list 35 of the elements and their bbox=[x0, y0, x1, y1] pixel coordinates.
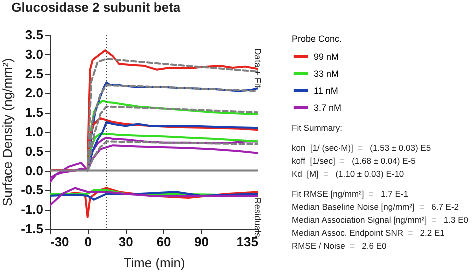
legend-label: 11 nM bbox=[314, 86, 338, 96]
x-tick-label: 90 bbox=[194, 234, 210, 250]
y-tick-label: -1.5 bbox=[21, 222, 44, 236]
y-axis-title: Surface Density (ng/mm²) bbox=[0, 58, 16, 207]
legend-title: Probe Conc. bbox=[292, 34, 342, 44]
y-tick-label: -0.5 bbox=[21, 182, 44, 198]
legend-label: 33 nM bbox=[314, 69, 340, 79]
y-tick-label: 2.0 bbox=[25, 86, 44, 101]
x-axis-title: Time (min) bbox=[124, 256, 186, 270]
text: kon [1/ (sec·M)] = (1.53 ± 0.03) E5 bbox=[292, 142, 432, 155]
y-tick-label: 0.0 bbox=[25, 163, 44, 178]
text: Median Assoc. Endpoint SNR = 2.2 E1 bbox=[292, 227, 446, 240]
text: koff [1/sec] = (1.68 ± 0.04) E-5 bbox=[292, 155, 417, 168]
y-tick-label: 0.5 bbox=[25, 144, 44, 159]
annotation: Residuals bbox=[253, 198, 263, 238]
text: Fit Summary: bbox=[292, 122, 344, 135]
text: Kd [M] = (1.10 ± 0.03) E-10 bbox=[292, 168, 406, 181]
y-tick-label: 1.0 bbox=[25, 124, 44, 140]
y-tick-label: 2.5 bbox=[25, 66, 44, 82]
text: Fit RMSE [ng/mm²] = 1.7 E-1 bbox=[292, 188, 410, 201]
legend-label: 99 nM bbox=[314, 52, 340, 62]
y-tick-label: 3.0 bbox=[25, 46, 44, 62]
text: Median Association Signal [ng/mm²] = 1.3 E0 bbox=[292, 214, 468, 227]
y-tick-label: -1.0 bbox=[21, 202, 44, 218]
chart-title: Glucosidase 2 subunit beta bbox=[12, 0, 182, 15]
x-tick-label: -30 bbox=[50, 234, 70, 250]
x-tick-label: 30 bbox=[118, 234, 134, 250]
annotation: Data + Fit bbox=[253, 48, 263, 88]
x-tick-label: 0 bbox=[84, 234, 92, 250]
y-tick-label: 3.5 bbox=[25, 28, 44, 42]
y-tick-label: 1.5 bbox=[25, 105, 44, 120]
text: Median Baseline Noise [ng/mm²] = 6.7 E-2 bbox=[292, 201, 460, 214]
x-tick-label: 60 bbox=[156, 234, 172, 250]
text: RMSE / Noise = 2.6 E0 bbox=[292, 240, 388, 253]
legend-label: 3.7 nM bbox=[314, 103, 342, 113]
